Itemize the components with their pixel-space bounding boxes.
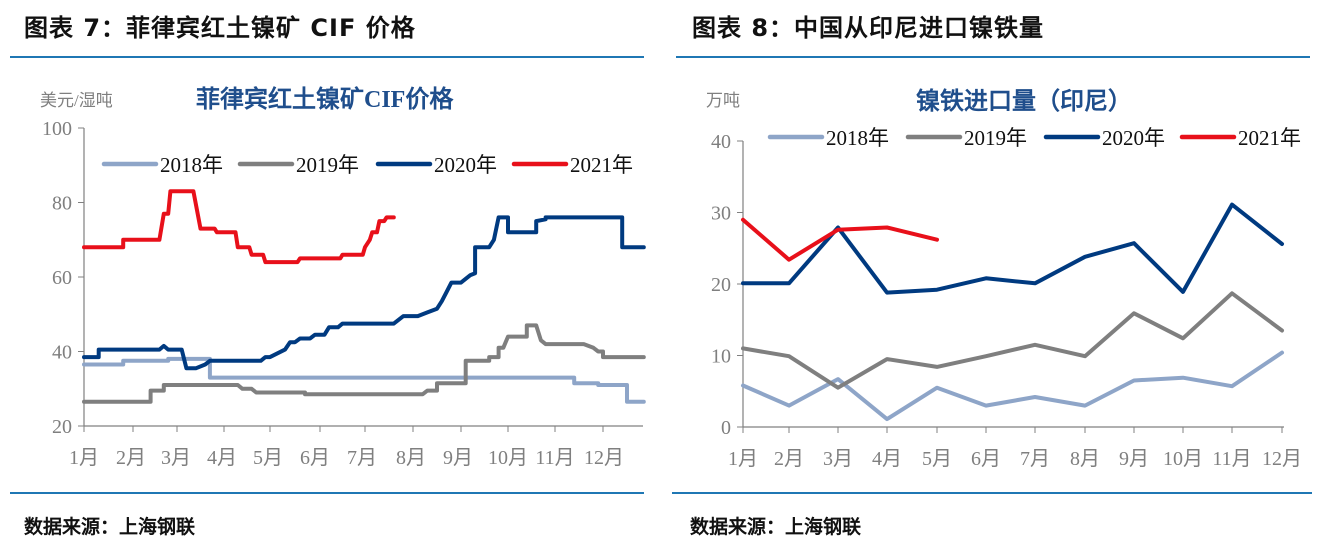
legend-label: 2020年 bbox=[1102, 126, 1165, 150]
x-tick-label: 2月 bbox=[116, 447, 146, 469]
x-tick-label: 7月 bbox=[1020, 448, 1050, 470]
figure-7-title: 图表 7：菲律宾红土镍矿 CIF 价格 bbox=[24, 14, 416, 42]
x-tick-label: 11月 bbox=[1212, 448, 1251, 470]
y-tick-label: 20 bbox=[711, 274, 731, 296]
y-tick-label: 100 bbox=[42, 118, 72, 140]
y-axis-unit: 万吨 bbox=[706, 91, 740, 110]
x-tick-label: 8月 bbox=[396, 447, 426, 469]
nickel-iron-import-chart: 万吨 镍铁进口量（印尼） 0 10 20 30 40 1月 2月 3月 4月 5月 6月 7月 8月 9月 10… bbox=[706, 87, 1302, 470]
legend-label: 2021年 bbox=[1238, 126, 1301, 150]
series-line-2018 bbox=[741, 350, 1284, 422]
x-tick-label: 12月 bbox=[1262, 448, 1302, 470]
x-tick-label: 4月 bbox=[872, 448, 902, 470]
x-tick-label: 5月 bbox=[922, 448, 952, 470]
top-rule bbox=[676, 56, 1310, 58]
x-tick-label: 7月 bbox=[347, 447, 377, 469]
x-tick-label: 6月 bbox=[300, 447, 330, 469]
legend-label: 2018年 bbox=[160, 153, 223, 177]
series-line-2019 bbox=[82, 323, 646, 404]
figure-8-title: 图表 8：中国从印尼进口镍铁量 bbox=[692, 14, 1045, 42]
y-tick-label: 20 bbox=[52, 416, 72, 438]
x-tick-label: 4月 bbox=[207, 447, 237, 469]
x-tick-label: 1月 bbox=[728, 448, 758, 470]
data-source: 数据来源：上海钢联 bbox=[24, 516, 196, 538]
top-rule bbox=[10, 56, 644, 58]
x-tick-label: 8月 bbox=[1070, 448, 1100, 470]
series-line-2018 bbox=[82, 356, 646, 404]
x-tick-label: 6月 bbox=[971, 448, 1001, 470]
series-line-2019 bbox=[741, 291, 1284, 390]
legend-label: 2019年 bbox=[964, 126, 1027, 150]
data-source: 数据来源：上海钢联 bbox=[690, 516, 862, 538]
legend-label: 2018年 bbox=[826, 126, 889, 150]
x-tick-label: 11月 bbox=[535, 447, 574, 469]
x-tick-label: 12月 bbox=[584, 447, 624, 469]
chart-title: 菲律宾红土镍矿CIF价格 bbox=[196, 85, 454, 113]
legend-label: 2021年 bbox=[570, 153, 633, 177]
y-axis-unit: 美元/湿吨 bbox=[40, 91, 113, 110]
y-tick-label: 0 bbox=[721, 417, 731, 439]
x-tick-label: 1月 bbox=[69, 447, 99, 469]
y-tick-label: 40 bbox=[711, 131, 731, 153]
legend-label: 2019年 bbox=[296, 153, 359, 177]
x-tick-label: 5月 bbox=[253, 447, 283, 469]
x-tick-label: 9月 bbox=[443, 447, 473, 469]
nickel-ore-cif-chart: 美元/湿吨 菲律宾红土镍矿CIF价格 20 40 60 80 100 1月 2月 3月 4月 5月 6月… bbox=[40, 85, 646, 469]
right-panel: 图表 8：中国从印尼进口镍铁量 万吨 镍铁进口量（印尼） 0 10 20 30 40 1月 2月… bbox=[664, 0, 1324, 554]
x-tick-label: 9月 bbox=[1119, 448, 1149, 470]
y-tick-label: 80 bbox=[52, 193, 72, 215]
y-tick-label: 40 bbox=[52, 342, 72, 364]
legend-label: 2020年 bbox=[434, 153, 497, 177]
chart-title: 镍铁进口量（印尼） bbox=[916, 87, 1132, 115]
x-tick-label: 3月 bbox=[161, 447, 191, 469]
bottom-rule bbox=[672, 492, 1312, 494]
left-panel: 图表 7：菲律宾红土镍矿 CIF 价格 美元/湿吨 菲律宾红土镍矿CIF价格 20 4… bbox=[0, 0, 660, 554]
x-tick-label: 10月 bbox=[1163, 448, 1203, 470]
y-tick-label: 30 bbox=[711, 203, 731, 225]
x-tick-label: 3月 bbox=[823, 448, 853, 470]
series-line-2021 bbox=[82, 189, 396, 265]
series-line-2020 bbox=[82, 215, 646, 371]
series-line-2020 bbox=[741, 202, 1284, 295]
y-tick-label: 60 bbox=[52, 267, 72, 289]
y-tick-label: 10 bbox=[711, 346, 731, 368]
bottom-rule bbox=[10, 492, 644, 494]
series-line-2021 bbox=[741, 217, 939, 262]
x-tick-label: 2月 bbox=[774, 448, 804, 470]
x-tick-label: 10月 bbox=[488, 447, 528, 469]
